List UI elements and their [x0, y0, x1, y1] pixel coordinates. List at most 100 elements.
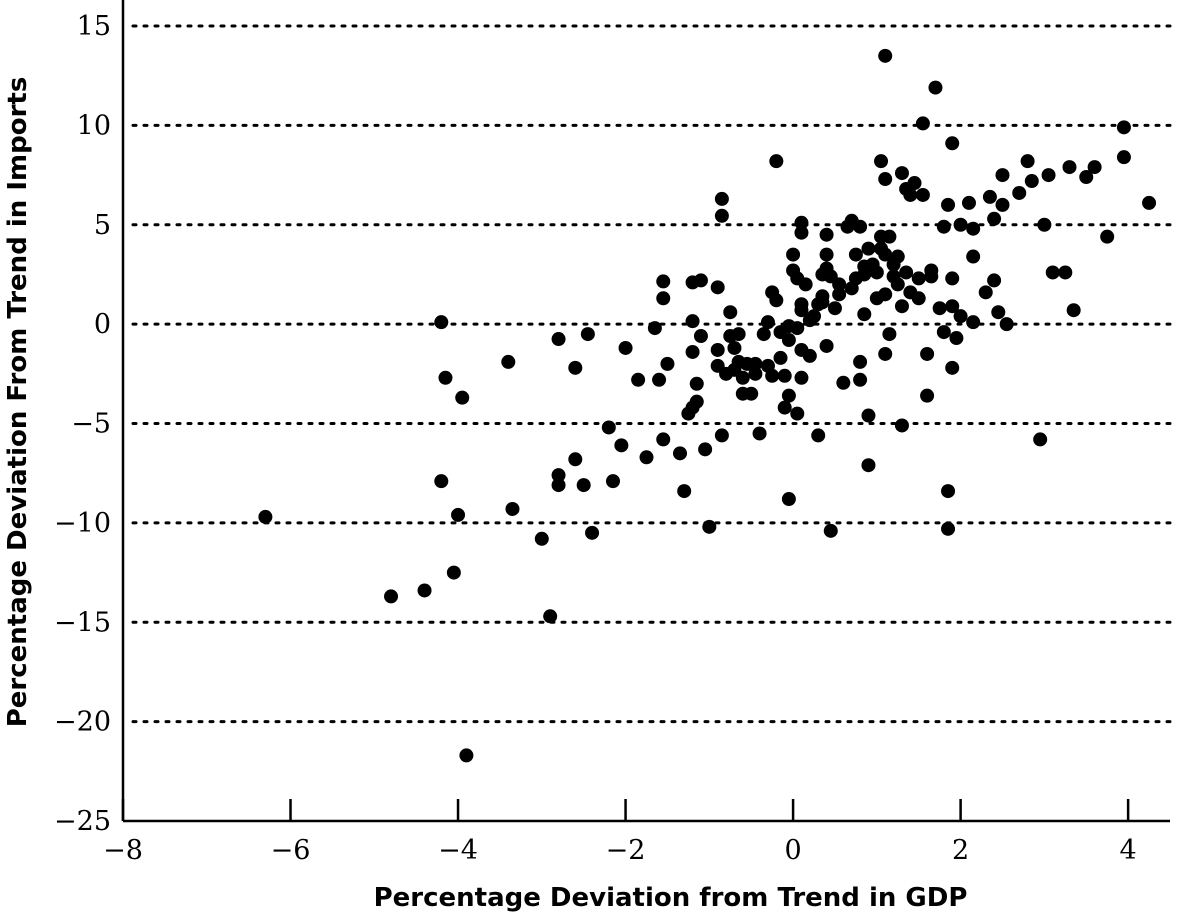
data-point	[777, 368, 792, 383]
data-point	[815, 295, 830, 310]
data-point	[1116, 120, 1131, 135]
data-point	[1012, 185, 1027, 200]
data-point	[551, 332, 566, 347]
data-point	[455, 390, 470, 405]
y-tick-label: −15	[54, 607, 111, 638]
data-point	[953, 217, 968, 232]
data-point	[752, 426, 767, 441]
data-point	[936, 219, 951, 234]
data-point	[899, 265, 914, 280]
data-point	[714, 208, 729, 223]
data-point	[890, 249, 905, 264]
y-tick-label: 15	[77, 11, 111, 42]
data-point	[689, 376, 704, 391]
axes	[121, 0, 1170, 823]
x-tick-label: −6	[271, 835, 311, 866]
data-point	[890, 277, 905, 292]
data-point	[966, 315, 981, 330]
data-point	[807, 309, 822, 324]
data-point	[702, 519, 717, 534]
data-point	[505, 501, 520, 516]
data-point	[794, 370, 809, 385]
data-point	[760, 315, 775, 330]
data-point	[1079, 170, 1094, 185]
data-point	[723, 305, 738, 320]
data-point	[769, 293, 784, 308]
data-point	[258, 509, 273, 524]
data-point	[1116, 150, 1131, 165]
data-point	[832, 287, 847, 302]
data-point	[727, 340, 742, 355]
x-axis-title: Percentage Deviation from Trend in GDP	[374, 883, 968, 913]
y-tick-label: 0	[94, 309, 111, 340]
data-point	[631, 372, 646, 387]
data-point	[819, 227, 834, 242]
data-points	[258, 48, 1157, 763]
data-point	[811, 428, 826, 443]
y-tick-label: −10	[54, 508, 111, 539]
data-point	[618, 340, 633, 355]
data-point	[869, 265, 884, 280]
data-point	[765, 368, 780, 383]
data-point	[1024, 174, 1039, 189]
data-point	[1066, 303, 1081, 318]
data-point	[568, 360, 583, 375]
data-point	[953, 309, 968, 324]
data-point	[802, 348, 817, 363]
data-point	[744, 386, 759, 401]
data-point	[941, 197, 956, 212]
data-point	[853, 219, 868, 234]
data-point	[781, 492, 796, 507]
data-point	[777, 400, 792, 415]
data-point	[928, 80, 943, 95]
data-point	[932, 301, 947, 316]
data-point	[434, 315, 449, 330]
data-point	[995, 168, 1010, 183]
data-point	[652, 372, 667, 387]
data-point	[949, 331, 964, 346]
grid-lines	[131, 24, 1172, 724]
data-point	[685, 344, 700, 359]
y-tick-label: 10	[77, 110, 111, 141]
data-point	[710, 280, 725, 295]
y-tick-label: −5	[71, 409, 111, 440]
data-point	[794, 215, 809, 230]
data-point	[660, 356, 675, 371]
data-point	[1033, 432, 1048, 447]
data-point	[656, 432, 671, 447]
data-point	[920, 346, 935, 361]
data-point	[756, 327, 771, 342]
data-point	[685, 314, 700, 329]
data-point	[781, 388, 796, 403]
data-point	[1045, 265, 1060, 280]
data-point	[786, 247, 801, 262]
data-point	[543, 609, 558, 624]
data-point	[459, 748, 474, 763]
data-point	[861, 458, 876, 473]
data-point	[936, 325, 951, 340]
data-point	[853, 372, 868, 387]
data-point	[911, 271, 926, 286]
data-point	[999, 317, 1014, 332]
data-point	[924, 269, 939, 284]
data-point	[819, 247, 834, 262]
x-ticks: −8 −6 −4 −2 0 2 4	[103, 799, 1137, 866]
data-point	[987, 273, 1002, 288]
data-point	[907, 176, 922, 191]
x-tick-label: 2	[952, 835, 969, 866]
data-point	[945, 136, 960, 151]
data-point	[656, 291, 671, 306]
data-point	[693, 329, 708, 344]
data-point	[693, 273, 708, 288]
data-point	[857, 267, 872, 282]
data-point	[689, 394, 704, 409]
data-point	[894, 299, 909, 314]
data-point	[798, 277, 813, 292]
data-point	[945, 299, 960, 314]
data-point	[748, 356, 763, 371]
data-point	[605, 474, 620, 489]
y-axis-title: Percentage Deviation From Trend in Impor…	[3, 77, 33, 728]
data-point	[978, 285, 993, 300]
data-point	[945, 271, 960, 286]
